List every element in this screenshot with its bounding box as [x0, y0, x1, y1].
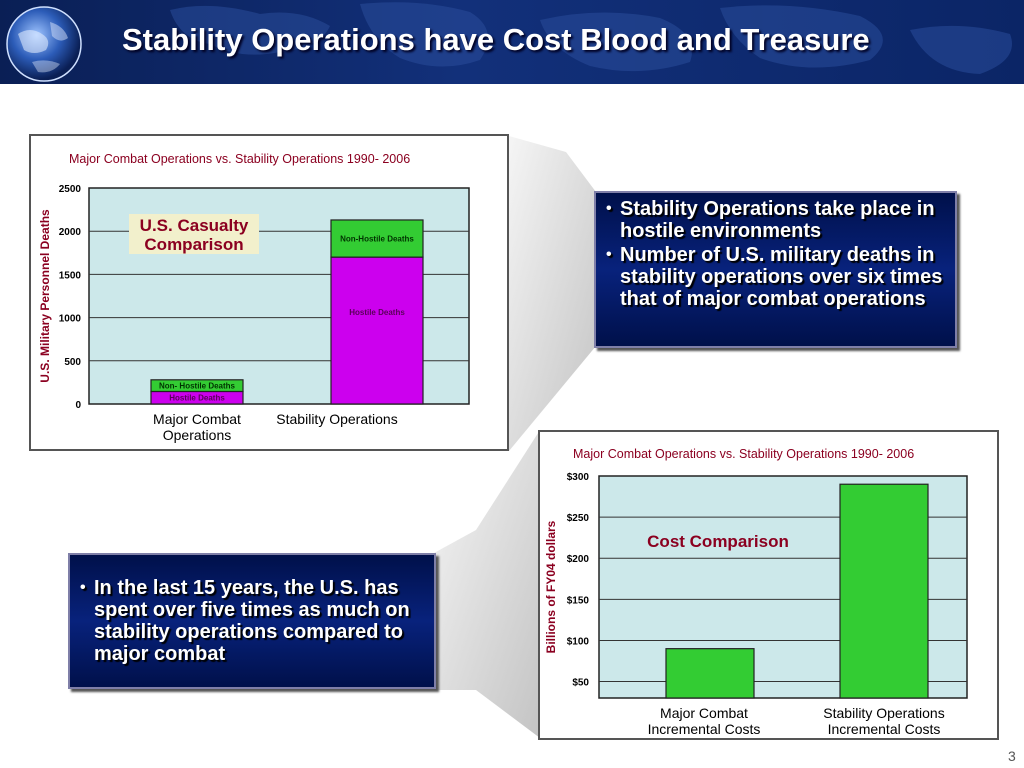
cost-chart: Major Combat Operations vs. Stability Op… [538, 430, 999, 740]
chart-annotation: Cost Comparison [647, 532, 789, 551]
callout-casualties: Stability Operations take place in hosti… [594, 191, 957, 348]
bar-segment [330, 219, 424, 258]
chart-title: Major Combat Operations vs. Stability Op… [573, 447, 914, 461]
casualty-chart: Major Combat Operations vs. Stability Op… [29, 134, 509, 451]
y-tick-label: 0 [75, 400, 81, 411]
chart-title: Major Combat Operations vs. Stability Op… [69, 152, 410, 166]
y-tick-label: 1500 [59, 270, 82, 281]
y-tick-label: 1000 [59, 314, 82, 325]
bar-segment-label: Hostile Deaths [349, 308, 405, 317]
y-axis-label: U.S. Military Personnel Deaths [38, 209, 52, 383]
y-tick-label: 2500 [59, 184, 82, 195]
x-category-label: Stability Operations Incremental Costs [823, 705, 944, 737]
callout-bullet: Stability Operations take place in hosti… [604, 198, 947, 242]
cost-chart-svg: Major Combat Operations vs. Stability Op… [544, 447, 968, 737]
y-tick-label: $250 [567, 513, 590, 524]
x-category-label: Major Combat Operations [153, 411, 241, 443]
y-tick-label: $150 [567, 595, 590, 606]
bar-segment-label: Hostile Deaths [169, 394, 225, 403]
bar-segment-label: Non-Hostile Deaths [340, 235, 414, 244]
x-category-label: Major Combat Incremental Costs [648, 705, 761, 737]
page-number: 3 [1008, 748, 1016, 764]
callout-bullet: Number of U.S. military deaths in stabil… [604, 244, 947, 310]
chart-annotation: U.S. Casualty Comparison [140, 216, 249, 254]
title-banner: Stability Operations have Cost Blood and… [0, 0, 1024, 84]
slide-title: Stability Operations have Cost Blood and… [122, 22, 870, 57]
annotation-bg [129, 214, 259, 254]
callout-bullet: In the last 15 years, the U.S. has spent… [78, 577, 426, 665]
callout-costs: In the last 15 years, the U.S. has spent… [68, 553, 436, 689]
y-tick-label: 500 [64, 357, 81, 368]
casualty-chart-svg: Major Combat Operations vs. Stability Op… [38, 152, 470, 443]
bar-segment [330, 256, 424, 405]
y-tick-label: $300 [567, 472, 590, 483]
bar [839, 483, 929, 699]
y-tick-label: 2000 [59, 227, 82, 238]
y-tick-label: $200 [567, 554, 590, 565]
y-axis-label: Billions of FY04 dollars [544, 520, 558, 653]
bar [665, 648, 755, 699]
y-tick-label: $100 [567, 636, 590, 647]
y-tick-label: $50 [572, 678, 589, 689]
bar-segment [150, 379, 244, 393]
x-category-label: Stability Operations [276, 411, 397, 427]
globe-icon [6, 6, 82, 82]
bar-segment-label: Non- Hostile Deaths [159, 382, 236, 391]
world-map-background [170, 2, 1012, 74]
